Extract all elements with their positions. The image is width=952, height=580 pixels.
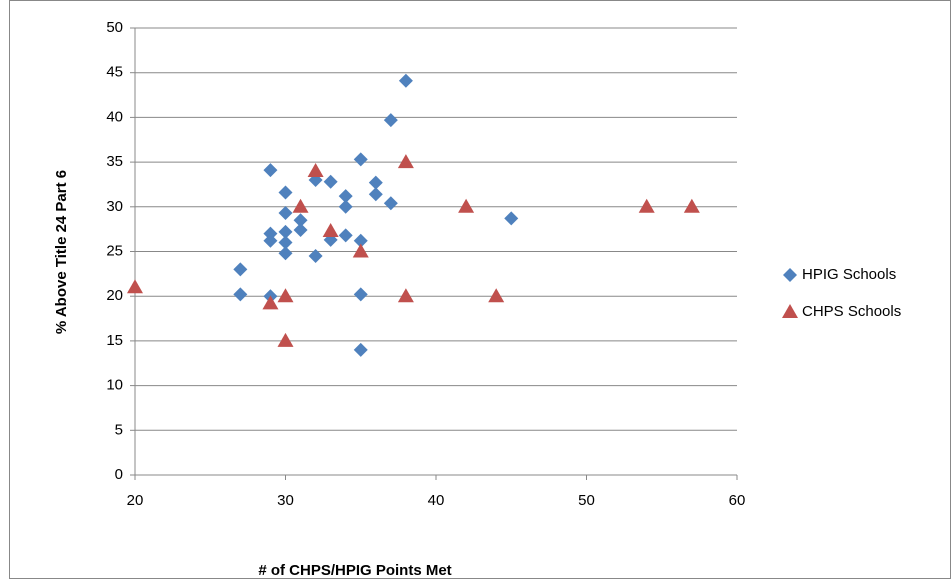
diamond-marker [263,163,278,178]
diamond-marker [783,268,797,282]
y-tick-label: 15 [106,332,123,349]
legend-label: HPIG Schools [802,266,896,283]
y-tick-label: 35 [106,153,123,170]
y-tick-label: 30 [106,198,123,215]
diamond-marker [368,175,383,190]
triangle-marker [638,198,655,213]
diamond-marker [233,262,248,277]
chart-frame [9,0,951,579]
diamond-marker [353,342,368,357]
diamond-marker [323,174,338,189]
diamond-marker [383,113,398,128]
triangle-marker [322,222,339,237]
diamond-marker [278,224,293,239]
diamond-marker [353,233,368,248]
diamond-marker [398,73,413,88]
legend-label: CHPS Schools [802,303,901,320]
triangle-marker [397,154,414,169]
diamond-marker [278,206,293,221]
diamond-marker [278,246,293,261]
diamond-marker [308,248,323,263]
triangle-marker [262,295,279,310]
x-tick-label: 20 [127,492,144,509]
y-tick-label: 45 [106,64,123,81]
y-tick-label: 25 [106,242,123,259]
x-tick-label: 40 [428,492,445,509]
diamond-marker [338,199,353,214]
diamond-marker [263,233,278,248]
x-axis-label: # of CHPS/HPIG Points Met [258,562,451,579]
triangle-marker [488,288,505,303]
diamond-marker [338,228,353,243]
triangle-marker [782,304,798,318]
x-tick-label: 30 [277,492,294,509]
triangle-marker [458,198,475,213]
y-tick-label: 40 [106,108,123,125]
triangle-marker [277,288,294,303]
x-tick-label: 50 [578,492,595,509]
y-tick-label: 50 [106,19,123,36]
diamond-marker [383,196,398,211]
triangle-marker [127,279,143,294]
y-tick-label: 0 [115,466,123,483]
triangle-marker [397,288,414,303]
triangle-marker [352,243,369,258]
triangle-marker [292,198,309,213]
diamond-marker [293,213,308,228]
diamond-marker [368,187,383,202]
diamond-marker [504,211,519,226]
y-tick-label: 10 [106,377,123,394]
diamond-marker [278,185,293,200]
diamond-marker [233,287,248,302]
x-tick-label: 60 [729,492,746,509]
y-tick-label: 5 [115,421,123,438]
y-axis-label: % Above Title 24 Part 6 [53,170,70,334]
triangle-marker [683,198,700,213]
diamond-marker [278,235,293,250]
diamond-marker [338,189,353,204]
triangle-marker [307,163,324,178]
diamond-marker [293,223,308,238]
diamond-marker [353,152,368,167]
y-tick-label: 20 [106,287,123,304]
diamond-marker [353,287,368,302]
diamond-marker [263,226,278,241]
triangle-marker [277,332,294,347]
